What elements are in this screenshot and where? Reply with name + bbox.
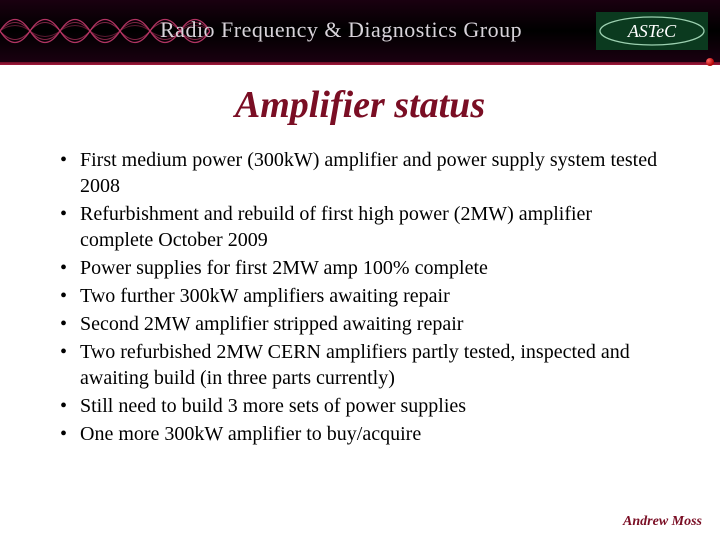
header-group-title: Radio Frequency & Diagnostics Group — [160, 17, 522, 43]
list-item: Still need to build 3 more sets of power… — [56, 393, 664, 419]
bullet-text: Refurbishment and rebuild of first high … — [80, 203, 592, 251]
logo-text: ASTeC — [627, 21, 677, 41]
list-item: Two further 300kW amplifiers awaiting re… — [56, 283, 664, 309]
bullet-text: Two refurbished 2MW CERN amplifiers part… — [80, 341, 630, 389]
bullet-text: One more 300kW amplifier to buy/acquire — [80, 423, 421, 445]
list-item: Two refurbished 2MW CERN amplifiers part… — [56, 339, 664, 391]
list-item: One more 300kW amplifier to buy/acquire — [56, 421, 664, 447]
list-item: First medium power (300kW) amplifier and… — [56, 147, 664, 199]
slide-title-text: Amplifier status — [235, 84, 485, 126]
slide-header: Radio Frequency & Diagnostics Group ASTe… — [0, 0, 720, 62]
bullet-list: First medium power (300kW) amplifier and… — [56, 147, 664, 447]
header-separator — [0, 62, 720, 65]
list-item: Refurbishment and rebuild of first high … — [56, 201, 664, 253]
slide-content: First medium power (300kW) amplifier and… — [0, 147, 720, 447]
bullet-text: Two further 300kW amplifiers awaiting re… — [80, 285, 450, 307]
corner-dot-icon — [706, 58, 714, 66]
bullet-text: First medium power (300kW) amplifier and… — [80, 149, 657, 197]
astec-logo: ASTeC — [596, 12, 708, 50]
list-item: Power supplies for first 2MW amp 100% co… — [56, 255, 664, 281]
bullet-text: Still need to build 3 more sets of power… — [80, 395, 466, 417]
bullet-text: Power supplies for first 2MW amp 100% co… — [80, 257, 488, 279]
list-item: Second 2MW amplifier stripped awaiting r… — [56, 311, 664, 337]
slide-footer-author: Andrew Moss — [623, 514, 702, 530]
slide-title: Amplifier status — [0, 83, 720, 127]
bullet-text: Second 2MW amplifier stripped awaiting r… — [80, 313, 463, 335]
